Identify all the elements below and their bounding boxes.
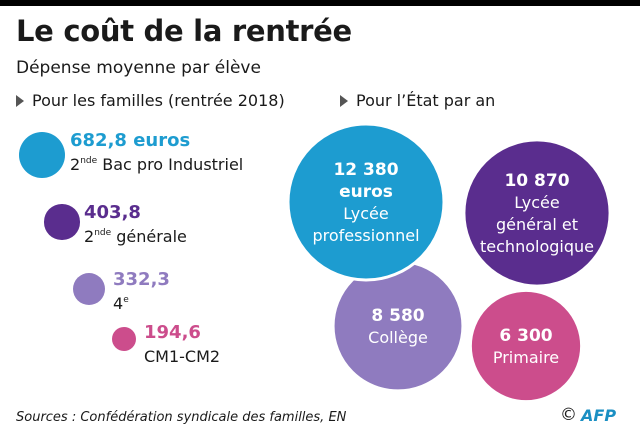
state-spending-label: Primaire (493, 348, 559, 367)
section-state-label: Pour l’État par an (356, 91, 496, 110)
source-note: Sources : Confédération syndicale des fa… (16, 410, 347, 425)
credit: © AFP (560, 405, 616, 425)
state-spending-bubble (331, 259, 465, 393)
state-spending-bubble (462, 138, 612, 288)
family-spending-label: 2nde générale (84, 227, 187, 246)
section-families: Pour les familles (rentrée 2018) (16, 91, 285, 110)
family-spending-value: 332,3 (113, 269, 170, 290)
triangle-bullet-icon (340, 94, 348, 107)
state-spending-bubble (468, 288, 584, 404)
family-spending-value: 194,6 (144, 322, 201, 343)
chart-subtitle: Dépense moyenne par élève (16, 58, 261, 78)
state-spending-value: 10 870 (504, 171, 569, 191)
section-families-label: Pour les familles (rentrée 2018) (32, 91, 285, 110)
triangle-bullet-icon (16, 94, 24, 107)
state-spending-value: 6 300 (499, 326, 552, 346)
state-spending-value: 8 580 (371, 306, 424, 326)
state-spending-label: Lycée (514, 193, 559, 212)
state-spending-label: général et (496, 215, 578, 234)
state-spending-label: Collège (368, 328, 428, 347)
state-spending-label: technologique (480, 237, 594, 256)
chart-title: Le coût de la rentrée (16, 14, 352, 48)
family-spending-label: 4e (113, 294, 129, 313)
state-spending-label: euros (339, 182, 393, 202)
section-state: Pour l’État par an (340, 91, 495, 110)
state-spending-label: professionnel (312, 226, 419, 245)
family-spending-label: CM1-CM2 (144, 347, 221, 366)
family-spending-value: 403,8 (84, 202, 141, 223)
state-spending-label: Lycée (343, 204, 388, 223)
family-spending-bubble (44, 204, 80, 240)
afp-logo: AFP (581, 405, 617, 425)
family-spending-bubble (72, 272, 106, 306)
state-spending-bubble (286, 122, 446, 282)
family-spending-bubble (19, 132, 65, 178)
family-spending-value: 682,8 euros (70, 130, 191, 151)
copyright-symbol: © (560, 405, 577, 425)
family-spending-label: 2nde Bac pro Industriel (70, 155, 244, 174)
top-bar (0, 0, 640, 6)
family-spending-bubble (111, 326, 137, 352)
state-spending-value: 12 380 (333, 160, 398, 180)
